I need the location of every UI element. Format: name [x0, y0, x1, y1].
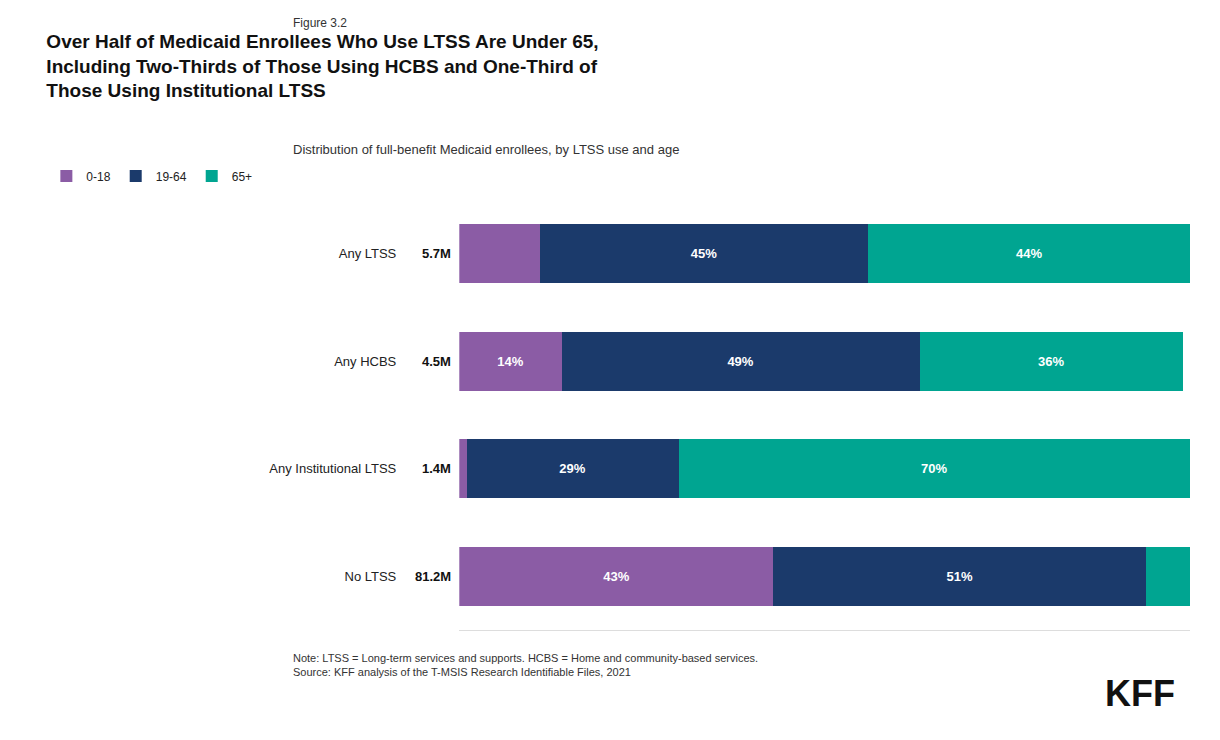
svg-text:Distribution of full-benefit M: Distribution of full-benefit Medicaid en… [293, 142, 679, 157]
svg-text:43%: 43% [603, 569, 629, 584]
svg-text:Any Institutional LTSS: Any Institutional LTSS [269, 461, 396, 476]
svg-text:49%: 49% [727, 354, 753, 369]
svg-text:Any LTSS: Any LTSS [339, 246, 397, 261]
svg-text:36%: 36% [1038, 354, 1064, 369]
svg-text:Any HCBS: Any HCBS [334, 354, 396, 369]
svg-text:44%: 44% [1016, 246, 1042, 261]
svg-text:No LTSS: No LTSS [345, 569, 397, 584]
svg-text:70%: 70% [921, 461, 947, 476]
svg-text:Over Half of Medicaid Enrollee: Over Half of Medicaid Enrollees Who Use … [46, 31, 598, 101]
svg-text:Note: LTSS = Long-term service: Note: LTSS = Long-term services and supp… [293, 652, 758, 678]
svg-text:45%: 45% [691, 246, 717, 261]
svg-text:4.5M: 4.5M [422, 354, 451, 369]
svg-text:51%: 51% [947, 569, 973, 584]
svg-text:14%: 14% [497, 354, 523, 369]
svg-text:0-18: 0-18 [86, 170, 110, 184]
svg-text:KFF: KFF [1105, 673, 1175, 714]
svg-text:1.4M: 1.4M [422, 461, 451, 476]
svg-text:81.2M: 81.2M [415, 569, 451, 584]
svg-text:19-64: 19-64 [156, 170, 187, 184]
svg-text:5.7M: 5.7M [422, 246, 451, 261]
svg-text:29%: 29% [559, 461, 585, 476]
svg-text:65+: 65+ [232, 170, 252, 184]
svg-text:Figure 3.2: Figure 3.2 [293, 16, 347, 30]
